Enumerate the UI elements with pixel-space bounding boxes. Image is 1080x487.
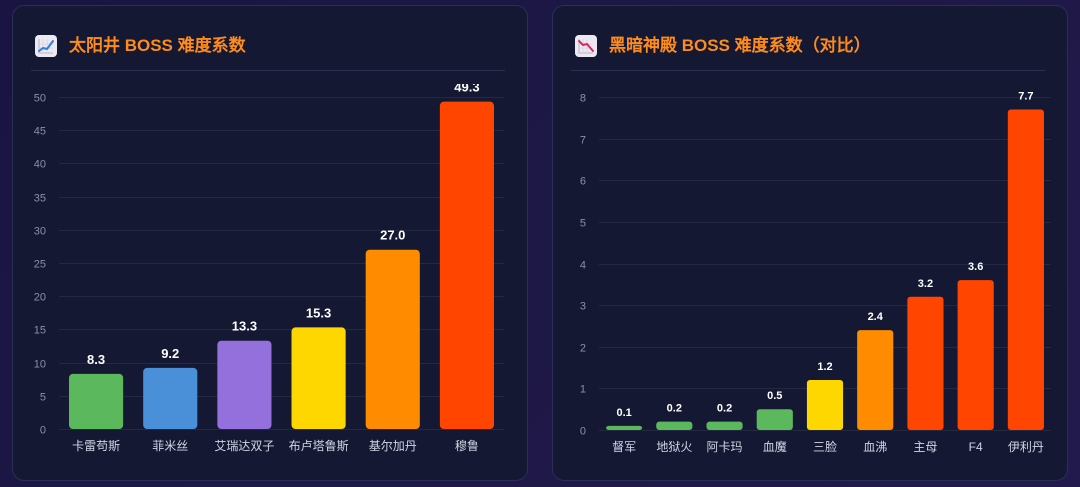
y-tick-label: 6 bbox=[580, 176, 586, 188]
value-label: 9.2 bbox=[161, 346, 179, 361]
bar-1 bbox=[606, 425, 643, 430]
bar-8 bbox=[957, 280, 994, 430]
value-label: 0.5 bbox=[767, 390, 782, 402]
y-tick-label: 5 bbox=[580, 218, 586, 230]
chart-title: 黑暗神殿 BOSS 难度系数（对比） bbox=[609, 36, 871, 55]
x-tick-label: 阿卡玛 bbox=[707, 440, 743, 454]
y-tick-label: 35 bbox=[34, 193, 46, 205]
bar-3 bbox=[217, 340, 272, 429]
value-label: 27.0 bbox=[380, 228, 405, 243]
value-labels: 8.3 9.2 13.3 15.3 27.0 49.3 bbox=[87, 84, 480, 367]
bar-7 bbox=[907, 296, 944, 430]
bar-chart: 0 5 10 15 20 25 30 35 40 45 50 8.3 9.2 13.3 15.3 27.0 49… bbox=[34, 84, 504, 453]
value-label: 0.2 bbox=[667, 403, 682, 415]
y-axis: 0 5 10 15 20 25 30 35 40 45 50 bbox=[34, 93, 46, 437]
chart-panel-black-temple: 黑暗神殿 BOSS 难度系数（对比） 0 1 2 3 4 5 6 7 8 0.1 0.2 0.2 0.5… bbox=[552, 5, 1068, 481]
x-tick-label: 血魔 bbox=[763, 439, 787, 454]
y-tick-label: 2 bbox=[580, 343, 586, 355]
x-tick-label: 督军 bbox=[612, 439, 636, 454]
bar-5 bbox=[365, 249, 420, 429]
y-tick-label: 45 bbox=[34, 126, 46, 138]
value-label: 15.3 bbox=[306, 305, 331, 320]
y-tick-label: 0 bbox=[40, 425, 46, 437]
bars bbox=[69, 101, 494, 429]
x-tick-label: 基尔加丹 bbox=[369, 438, 417, 453]
x-tick-label: 艾瑞达双子 bbox=[214, 439, 274, 453]
bar-9 bbox=[1007, 109, 1044, 431]
bar-4 bbox=[756, 409, 793, 430]
y-axis: 0 1 2 3 4 5 6 7 8 bbox=[580, 93, 586, 438]
x-tick-label: 菲米丝 bbox=[152, 439, 188, 453]
y-tick-label: 40 bbox=[34, 159, 46, 171]
x-tick-label: 穆鲁 bbox=[455, 438, 479, 453]
chart-panel-sunwell: 太阳井 BOSS 难度系数 0 5 10 15 20 25 30 35 40 45 50 8.3 9.2… bbox=[12, 5, 528, 481]
x-tick-label: 卡雷苟斯 bbox=[72, 439, 120, 453]
x-tick-label: 主母 bbox=[913, 440, 937, 454]
y-tick-label: 10 bbox=[34, 359, 46, 371]
x-axis: 督军 地狱火 阿卡玛 血魔 三脸 血沸 主母 F4 伊利丹 bbox=[612, 439, 1044, 454]
value-label: 1.2 bbox=[817, 361, 832, 373]
y-tick-label: 3 bbox=[580, 301, 586, 313]
value-labels: 0.1 0.2 0.2 0.5 1.2 2.4 3.2 3.6 7.7 bbox=[616, 90, 1033, 418]
value-label: 3.6 bbox=[968, 261, 983, 273]
bar-6 bbox=[857, 330, 894, 430]
x-tick-label: F4 bbox=[969, 440, 983, 454]
y-tick-label: 7 bbox=[580, 135, 586, 147]
chart-increasing-icon bbox=[34, 34, 58, 58]
bar-1 bbox=[69, 373, 124, 429]
value-label: 7.7 bbox=[1018, 90, 1033, 102]
y-tick-label: 30 bbox=[34, 226, 46, 238]
y-tick-label: 20 bbox=[34, 292, 46, 304]
x-tick-label: 三脸 bbox=[813, 440, 837, 454]
value-label: 2.4 bbox=[868, 311, 884, 323]
panel-header: 黑暗神殿 BOSS 难度系数（对比） bbox=[571, 6, 1045, 71]
y-tick-label: 15 bbox=[34, 325, 46, 337]
value-label: 8.3 bbox=[87, 352, 105, 367]
bar-4 bbox=[291, 327, 346, 429]
x-tick-label: 血沸 bbox=[863, 440, 887, 454]
panel-header: 太阳井 BOSS 难度系数 bbox=[31, 6, 505, 71]
y-tick-label: 25 bbox=[34, 259, 46, 271]
bar-6 bbox=[439, 101, 494, 429]
y-tick-label: 4 bbox=[580, 260, 586, 272]
x-tick-label: 伊利丹 bbox=[1008, 440, 1044, 454]
x-tick-label: 布卢塔鲁斯 bbox=[289, 438, 349, 453]
bar-2 bbox=[656, 421, 693, 430]
bars bbox=[606, 109, 1044, 431]
x-tick-label: 地狱火 bbox=[656, 440, 692, 454]
value-label: 0.2 bbox=[717, 403, 732, 415]
chart-title: 太阳井 BOSS 难度系数 bbox=[69, 36, 246, 55]
y-tick-label: 1 bbox=[580, 384, 586, 396]
x-axis: 卡雷苟斯 菲米丝 艾瑞达双子 布卢塔鲁斯 基尔加丹 穆鲁 bbox=[72, 438, 479, 453]
chart-decreasing-icon bbox=[574, 34, 598, 58]
bar-5 bbox=[806, 380, 844, 430]
y-tick-label: 5 bbox=[40, 392, 46, 404]
bar-3 bbox=[706, 421, 743, 430]
value-label: 3.2 bbox=[918, 278, 933, 290]
value-label: 0.1 bbox=[616, 407, 631, 419]
bar-chart: 0 1 2 3 4 5 6 7 8 0.1 0.2 0.2 0.5 1.2 2.4 3.2 3.6 7.7 督军 地狱… bbox=[580, 90, 1051, 454]
value-label: 49.3 bbox=[454, 84, 479, 95]
y-tick-label: 0 bbox=[580, 426, 586, 438]
bar-2 bbox=[143, 367, 198, 429]
y-tick-label: 50 bbox=[34, 93, 46, 105]
gridlines bbox=[59, 97, 504, 430]
y-tick-label: 8 bbox=[580, 93, 586, 105]
value-label: 13.3 bbox=[232, 319, 257, 334]
